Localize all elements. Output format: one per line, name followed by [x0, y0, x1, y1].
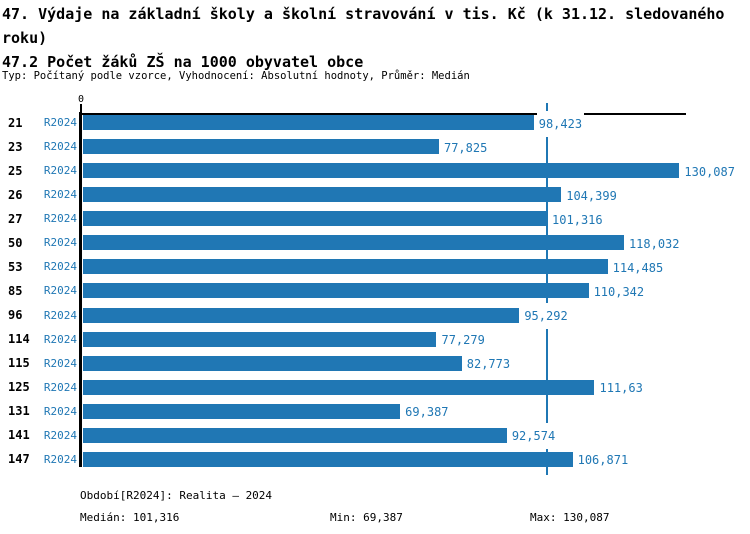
- chart-row: 125 R2024 111,63: [0, 375, 750, 402]
- footer-min-value: Min: 69,387: [330, 511, 403, 524]
- axis-zero-tick: [80, 104, 82, 114]
- chart-meta-info: Typ: Počítaný podle vzorce, Vyhodnocení:…: [2, 70, 470, 82]
- row-series-label: R2024: [43, 140, 77, 154]
- bar: [83, 187, 562, 203]
- bar: [83, 211, 548, 227]
- bar-value-label: 95,292: [522, 303, 570, 330]
- y-axis-line: [79, 112, 82, 467]
- row-series-label: R2024: [43, 452, 77, 466]
- bar: [83, 403, 401, 419]
- chart-row: 115 R2024 82,773: [0, 351, 750, 378]
- bar-value-label: 106,871: [575, 447, 631, 474]
- bar-value-label: 111,63: [597, 375, 645, 402]
- row-series-label: R2024: [43, 380, 77, 394]
- bar-value-label: 77,825: [441, 134, 490, 161]
- chart-subtitle: 47.2 Počet žáků ZŠ na 1000 obyvatel obce: [2, 53, 364, 71]
- bar: [83, 235, 624, 251]
- bar: [83, 259, 608, 275]
- chart-row: 50 R2024 118,032: [0, 230, 750, 257]
- bar-value-label: 77,279: [439, 327, 487, 354]
- row-series-label: R2024: [43, 188, 77, 202]
- row-category-label: 125: [8, 380, 30, 395]
- row-series-label: R2024: [43, 236, 77, 250]
- row-category-label: 27: [8, 211, 23, 226]
- bar-value-label: 82,773: [464, 351, 513, 378]
- bar-value-label: 98,423: [536, 110, 585, 137]
- bar: [83, 139, 439, 155]
- row-series-label: R2024: [43, 356, 77, 370]
- footer-median-value: Medián: 101,316: [80, 511, 180, 524]
- row-category-label: 50: [8, 235, 23, 250]
- row-category-label: 21: [8, 115, 23, 130]
- chart-row: 85 R2024 110,342: [0, 278, 750, 305]
- bar-value-label: 69,387: [403, 399, 451, 426]
- row-series-label: R2024: [43, 284, 77, 298]
- x-axis-line: [80, 113, 686, 115]
- row-category-label: 53: [8, 259, 23, 274]
- chart-row: 23 R2024 77,825: [0, 134, 750, 161]
- row-series-label: R2024: [43, 164, 77, 178]
- bar-value-label: 130,087: [682, 158, 737, 185]
- bar: [83, 283, 589, 299]
- bar: [83, 427, 507, 443]
- bar-value-label: 104,399: [564, 182, 619, 209]
- chart-row: 96 R2024 95,292: [0, 303, 750, 330]
- bar-value-label: 110,342: [591, 278, 647, 305]
- bar: [83, 307, 520, 323]
- row-series-label: R2024: [43, 404, 77, 418]
- footer-max-value: Max: 130,087: [530, 511, 610, 524]
- bar: [83, 355, 462, 371]
- row-category-label: 131: [8, 404, 30, 419]
- footer-period-label: Období[R2024]: Realita – 2024: [80, 489, 273, 502]
- chart-row: 141 R2024 92,574: [0, 423, 750, 450]
- row-category-label: 23: [8, 139, 23, 154]
- row-series-label: R2024: [43, 308, 77, 322]
- page-title: 47. Výdaje na základní školy a školní st…: [2, 5, 725, 47]
- bar: [83, 379, 595, 395]
- bar-value-label: 114,485: [610, 254, 666, 281]
- bar-value-label: 118,032: [626, 230, 682, 257]
- row-series-label: R2024: [43, 428, 77, 442]
- row-category-label: 141: [8, 428, 30, 443]
- chart-row: 53 R2024 114,485: [0, 254, 750, 281]
- chart-row: 27 R2024 101,316: [0, 206, 750, 233]
- bar-value-label: 92,574: [509, 423, 558, 450]
- chart-row: 114 R2024 77,279: [0, 327, 750, 354]
- row-category-label: 114: [8, 332, 30, 347]
- row-category-label: 115: [8, 356, 30, 371]
- row-series-label: R2024: [43, 332, 77, 346]
- row-category-label: 25: [8, 163, 23, 178]
- chart-row: 21 R2024 98,423: [0, 110, 750, 137]
- bar: [83, 451, 573, 467]
- row-category-label: 147: [8, 452, 30, 467]
- chart-row: 26 R2024 104,399: [0, 182, 750, 209]
- chart-header: 47. Výdaje na základní školy a školní st…: [2, 2, 750, 74]
- bar: [83, 115, 534, 130]
- row-series-label: R2024: [43, 260, 77, 274]
- row-series-label: R2024: [43, 212, 77, 226]
- row-series-label: R2024: [43, 116, 77, 129]
- row-category-label: 85: [8, 283, 23, 298]
- chart-row: 131 R2024 69,387: [0, 399, 750, 426]
- row-category-label: 26: [8, 187, 23, 202]
- axis-zero-tick-label: 0: [77, 94, 85, 105]
- bar: [83, 163, 680, 179]
- bar: [83, 331, 437, 347]
- chart-row: 25 R2024 130,087: [0, 158, 750, 185]
- bar-value-label: 101,316: [550, 206, 605, 233]
- chart-row: 147 R2024 106,871: [0, 447, 750, 474]
- row-category-label: 96: [8, 308, 23, 323]
